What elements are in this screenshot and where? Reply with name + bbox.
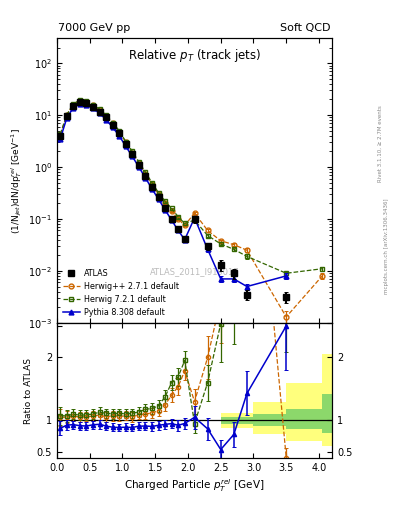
Y-axis label: (1/N$_{jet}$)dN/dp$_T^{rel}$ [GeV$^{-1}$]: (1/N$_{jet}$)dN/dp$_T^{rel}$ [GeV$^{-1}$…: [9, 127, 24, 233]
Legend: ATLAS, Herwig++ 2.7.1 default, Herwig 7.2.1 default, Pythia 8.308 default: ATLAS, Herwig++ 2.7.1 default, Herwig 7.…: [59, 266, 183, 321]
Text: ATLAS_2011_I919017: ATLAS_2011_I919017: [150, 267, 239, 276]
Text: 7000 GeV pp: 7000 GeV pp: [58, 23, 130, 33]
Text: Relative $p_T$ (track jets): Relative $p_T$ (track jets): [128, 47, 261, 64]
Text: Soft QCD: Soft QCD: [281, 23, 331, 33]
Y-axis label: Ratio to ATLAS: Ratio to ATLAS: [24, 357, 33, 423]
X-axis label: Charged Particle $p_T^{rel}$ [GeV]: Charged Particle $p_T^{rel}$ [GeV]: [124, 477, 265, 494]
Text: Rivet 3.1.10, ≥ 2.7M events: Rivet 3.1.10, ≥ 2.7M events: [378, 105, 383, 182]
Text: mcplots.cern.ch [arXiv:1306.3436]: mcplots.cern.ch [arXiv:1306.3436]: [384, 198, 389, 293]
